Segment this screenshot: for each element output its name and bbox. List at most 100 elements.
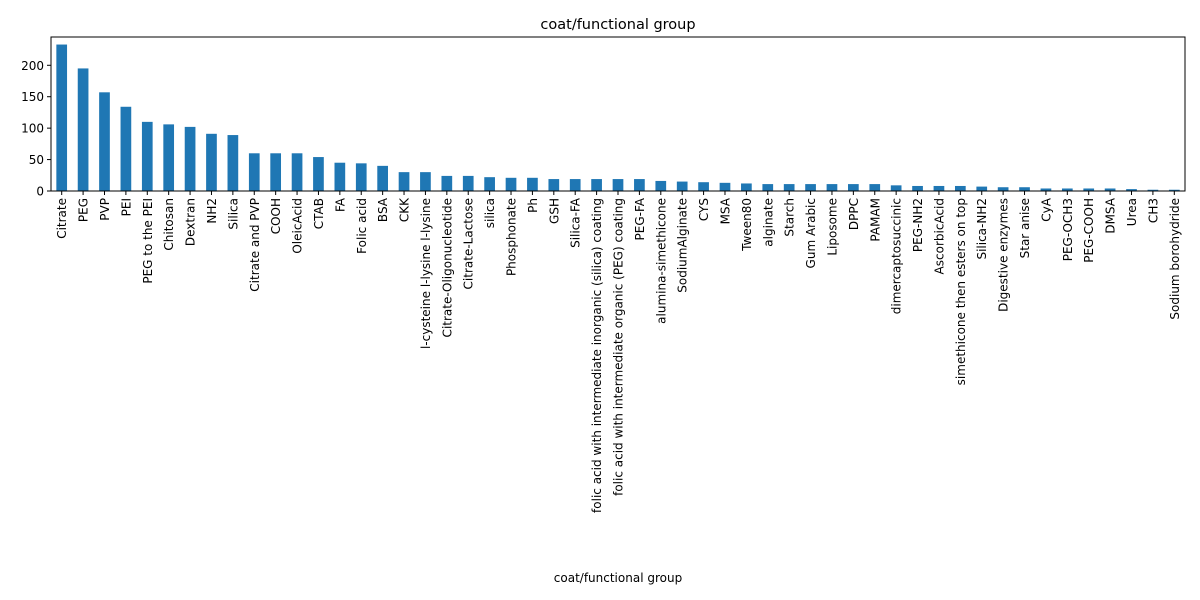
bar	[848, 184, 859, 191]
bar	[355, 163, 367, 191]
bar	[783, 184, 795, 191]
x-tick-label: Citrate and PVP	[248, 198, 262, 292]
bar	[462, 175, 474, 191]
bar	[248, 153, 260, 191]
x-tick-label: Silica-NH2	[975, 198, 989, 260]
x-tick-label: Citrate-Oligonucleotide	[440, 198, 454, 337]
bar	[912, 185, 923, 191]
x-tick-label: PVP	[98, 198, 112, 221]
x-tick-label: Chitosan	[162, 198, 176, 251]
x-tick-label: PEG	[77, 198, 91, 222]
bar	[698, 182, 709, 191]
bar	[441, 175, 453, 191]
bar	[1019, 187, 1030, 191]
bar	[676, 181, 688, 191]
bar	[99, 92, 110, 191]
x-tick-label: PEG to the PEI	[141, 198, 155, 284]
plot-frame	[50, 36, 1186, 192]
bar	[719, 182, 731, 191]
x-tick-label: CTAB	[312, 198, 326, 229]
y-tick-label: 150	[21, 90, 44, 104]
bar	[163, 124, 175, 191]
bar	[377, 165, 388, 191]
bar	[291, 153, 303, 191]
x-tick-label: Citrate	[55, 198, 69, 239]
bar	[227, 135, 239, 191]
x-tick-label: AscorbicAcid	[932, 198, 946, 274]
bar	[334, 162, 346, 191]
x-tick-label: alumina-simethicone	[654, 198, 668, 324]
bar	[741, 183, 752, 191]
bar	[527, 177, 538, 191]
bar	[56, 44, 68, 191]
x-tick-label: PAMAM	[868, 198, 882, 242]
bar	[954, 185, 966, 191]
bar	[869, 184, 881, 191]
x-tick-label: l-cysteine l-lysine l-lysine	[419, 198, 433, 349]
bar	[655, 180, 667, 191]
x-tick-label: GSH	[547, 198, 561, 224]
x-axis-title: coat/functional group	[554, 571, 682, 585]
bar	[1126, 189, 1137, 191]
x-tick-label: silica	[483, 198, 497, 228]
bar	[420, 172, 431, 191]
bar	[612, 179, 624, 191]
x-tick-label: OleicAcid	[291, 198, 305, 254]
x-tick-label: simethicone then esters on top	[954, 198, 968, 385]
bar	[548, 179, 560, 191]
x-tick-label: folic acid with intermediate organic (PE…	[612, 198, 626, 496]
x-tick-label: Liposome	[825, 198, 839, 256]
bar	[1083, 188, 1095, 191]
x-tick-label: PEG-OCH3	[1061, 198, 1075, 261]
bar	[141, 121, 153, 191]
x-tick-label: FA	[333, 197, 347, 212]
bar	[1168, 189, 1180, 191]
bar	[826, 184, 838, 191]
bar	[569, 179, 581, 191]
x-tick-label: PEG-COOH	[1082, 198, 1096, 263]
y-tick-label: 100	[21, 122, 44, 136]
bar	[634, 179, 645, 191]
x-tick-label: CyA	[1039, 197, 1053, 221]
x-tick-label: Star anise	[1018, 198, 1032, 258]
x-tick-label: Starch	[783, 198, 797, 237]
x-tick-label: Folic acid	[355, 198, 369, 254]
x-tick-label: CKK	[398, 197, 412, 222]
bars-layer	[56, 44, 1180, 191]
bar	[1104, 188, 1116, 191]
bar	[313, 157, 324, 191]
bar	[805, 184, 816, 191]
bar	[505, 177, 517, 191]
x-tick-label: SodiumAlginate	[676, 198, 690, 293]
x-tick-label: NH2	[205, 198, 219, 224]
bar	[997, 187, 1009, 191]
bar	[77, 68, 89, 191]
x-tick-label: dimercaptosuccinic	[890, 198, 904, 314]
x-tick-label: DPPC	[847, 198, 861, 230]
x-tick-label: Digestive enzymes	[997, 198, 1011, 312]
bar	[976, 186, 988, 191]
bar	[184, 126, 196, 191]
x-tick-label: Silica	[226, 198, 240, 230]
x-tick-label: BSA	[376, 197, 390, 222]
chart-title: coat/functional group	[540, 17, 695, 33]
bar	[762, 184, 774, 191]
x-tick-label: PEG-FA	[633, 197, 647, 240]
x-tick-label: Dextran	[184, 198, 198, 246]
axes-layer	[50, 36, 1186, 192]
bar	[270, 153, 282, 191]
bar	[890, 185, 902, 191]
x-tick-label: PEG-NH2	[911, 198, 925, 252]
x-tick-label: Urea	[1125, 198, 1139, 226]
bar	[933, 185, 945, 191]
ticks-layer: 0 50 100 150 200 Citrate PEG PVP PEI PEG to the P…	[21, 59, 1182, 513]
bar	[1147, 189, 1159, 191]
x-tick-label: CYS	[697, 198, 711, 221]
y-tick-label: 200	[21, 59, 44, 73]
x-tick-label: COOH	[269, 198, 283, 234]
bar	[591, 179, 602, 191]
x-tick-label: folic acid with intermediate inorganic (…	[590, 198, 604, 513]
x-tick-label: DMSA	[1104, 197, 1118, 233]
